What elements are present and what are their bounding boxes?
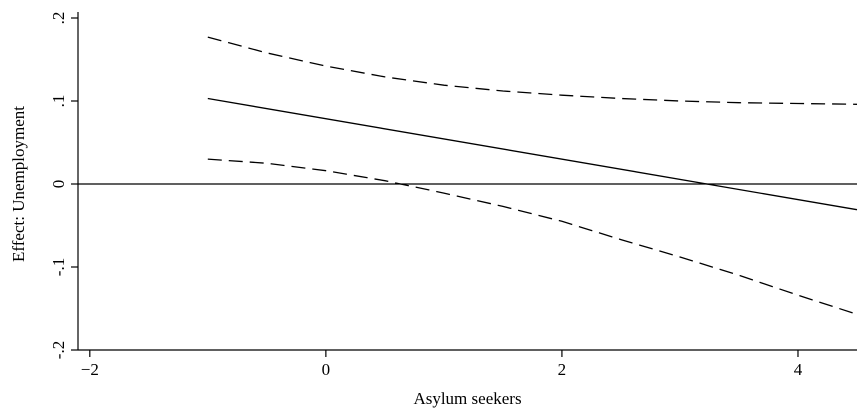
x-tick-label: −2 [81, 360, 99, 379]
upper-ci-line [207, 36, 858, 105]
y-axis-title: Effect: Unemployment [9, 106, 28, 262]
y-tick-label: .2 [49, 12, 68, 25]
y-tick-label: -.1 [49, 258, 68, 276]
x-tick-label: 4 [794, 360, 803, 379]
x-tick-label: 2 [558, 360, 567, 379]
y-axis: -.2 -.1 0 .1 .2 [49, 12, 79, 359]
estimate-line [207, 97, 858, 211]
y-tick-label: -.2 [49, 341, 68, 359]
plot-area [78, 36, 858, 315]
x-tick-label: 0 [322, 360, 331, 379]
y-tick-label: 0 [49, 180, 68, 189]
x-axis: −2 0 2 4 [78, 349, 857, 379]
x-axis-title: Asylum seekers [413, 389, 521, 408]
lower-ci-line [207, 158, 858, 315]
y-tick-label: .1 [49, 95, 68, 108]
